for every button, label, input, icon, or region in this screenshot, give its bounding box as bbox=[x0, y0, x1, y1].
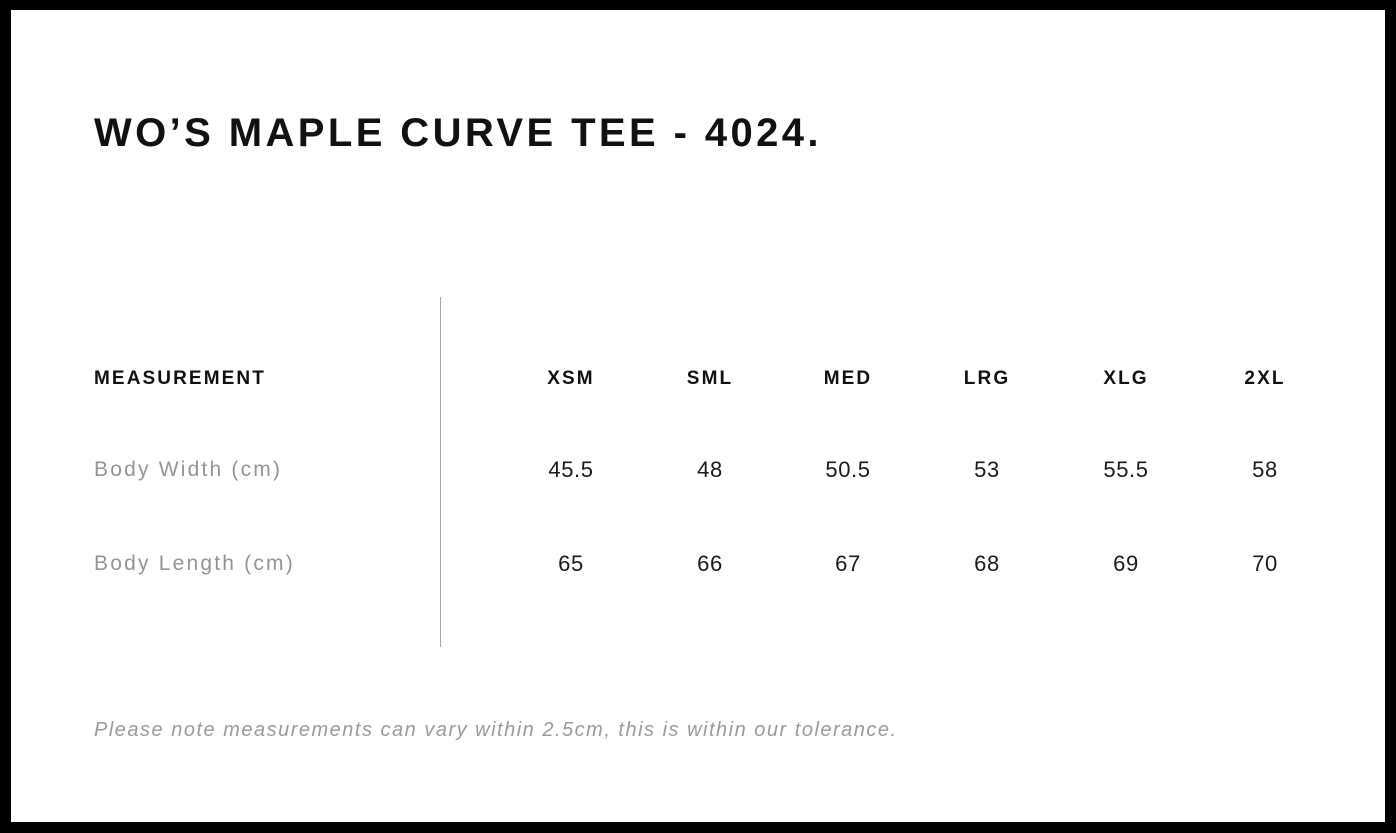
cell-body-length-2xl: 70 bbox=[1252, 551, 1278, 576]
row-label-body-width: Body Width (cm) bbox=[94, 458, 283, 481]
cell-body-width-sml: 48 bbox=[697, 457, 723, 482]
column-header-xsm: XSM bbox=[547, 368, 595, 389]
cell-body-length-xsm: 65 bbox=[558, 551, 584, 576]
size-chart-table: MEASUREMENT XSM SML MED LRG XLG 2XL Body… bbox=[11, 286, 1385, 658]
cell-body-length-sml: 66 bbox=[697, 551, 723, 576]
column-header-med: MED bbox=[823, 368, 873, 389]
column-header-measurement: MEASUREMENT bbox=[94, 368, 266, 389]
cell-body-width-2xl: 58 bbox=[1252, 457, 1278, 482]
cell-body-length-lrg: 68 bbox=[974, 551, 1000, 576]
size-chart-sheet: WO’S MAPLE CURVE TEE - 4024. MEASUREMENT… bbox=[11, 10, 1385, 822]
cell-body-width-med: 50.5 bbox=[825, 457, 871, 482]
column-header-xlg: XLG bbox=[1103, 368, 1149, 389]
column-header-2xl: 2XL bbox=[1244, 368, 1286, 389]
cell-body-length-xlg: 69 bbox=[1113, 551, 1139, 576]
column-header-lrg: LRG bbox=[963, 368, 1011, 389]
table-header-row: MEASUREMENT XSM SML MED LRG XLG 2XL bbox=[11, 359, 1385, 399]
tolerance-note: Please note measurements can vary within… bbox=[94, 719, 898, 741]
row-label-body-length: Body Length (cm) bbox=[94, 552, 295, 575]
cell-body-width-xlg: 55.5 bbox=[1103, 457, 1149, 482]
table-row: Body Length (cm) 65 66 67 68 69 70 bbox=[11, 544, 1385, 584]
column-header-sml: SML bbox=[686, 368, 734, 389]
cell-body-length-med: 67 bbox=[835, 551, 861, 576]
table-column-divider bbox=[440, 297, 441, 647]
cell-body-width-xsm: 45.5 bbox=[548, 457, 594, 482]
page-title: WO’S MAPLE CURVE TEE - 4024. bbox=[94, 111, 822, 155]
cell-body-width-lrg: 53 bbox=[974, 457, 1000, 482]
table-row: Body Width (cm) 45.5 48 50.5 53 55.5 58 bbox=[11, 450, 1385, 490]
